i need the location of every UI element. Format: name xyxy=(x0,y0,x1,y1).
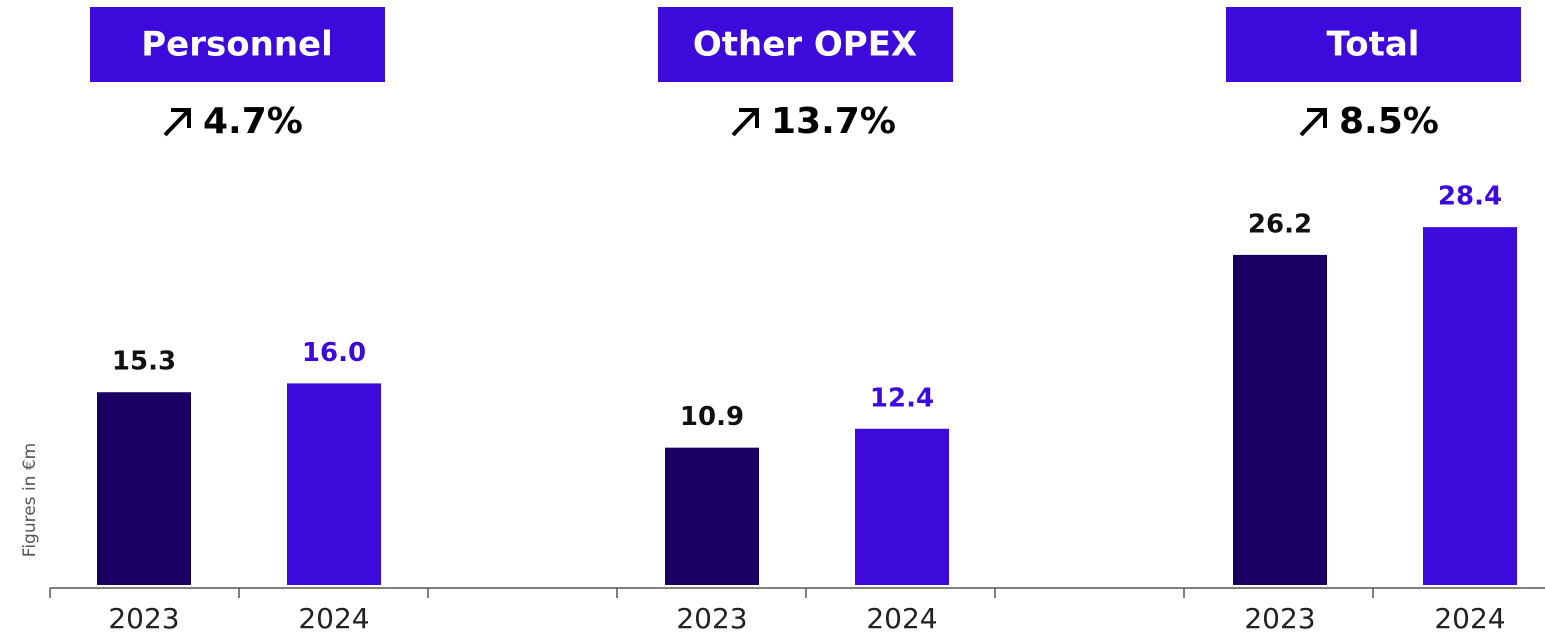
bar xyxy=(1423,227,1517,585)
header-box xyxy=(90,7,385,82)
header-title: Other OPEX xyxy=(693,25,917,65)
value-label: 28.4 xyxy=(1438,182,1502,212)
arrow-icon xyxy=(1299,108,1327,137)
x-tick-label: 2024 xyxy=(1434,602,1505,635)
bar xyxy=(287,383,381,585)
change-label: 4.7% xyxy=(203,101,303,142)
change-label: 13.7% xyxy=(771,101,896,142)
value-label: 15.3 xyxy=(112,347,176,377)
header-box xyxy=(1226,7,1521,82)
header-title: Personnel xyxy=(141,25,332,65)
bar xyxy=(97,392,191,585)
arrow-icon xyxy=(163,108,191,137)
x-tick-label: 2023 xyxy=(676,602,747,635)
header-box xyxy=(658,7,953,82)
value-label: 12.4 xyxy=(870,383,934,413)
change-label: 8.5% xyxy=(1339,101,1439,142)
header-title: Total xyxy=(1327,25,1420,65)
value-label: 10.9 xyxy=(680,402,744,432)
x-tick-label: 2023 xyxy=(1244,602,1315,635)
x-tick-label: 2023 xyxy=(108,602,179,635)
bar xyxy=(665,447,759,585)
y-axis-label: Figures in €m xyxy=(20,443,40,557)
bar xyxy=(855,428,949,585)
bar xyxy=(1233,254,1327,585)
x-tick-label: 2024 xyxy=(298,602,369,635)
x-tick-label: 2024 xyxy=(866,602,937,635)
value-label: 26.2 xyxy=(1248,209,1312,239)
value-label: 16.0 xyxy=(302,338,366,368)
arrow-icon xyxy=(731,108,759,137)
